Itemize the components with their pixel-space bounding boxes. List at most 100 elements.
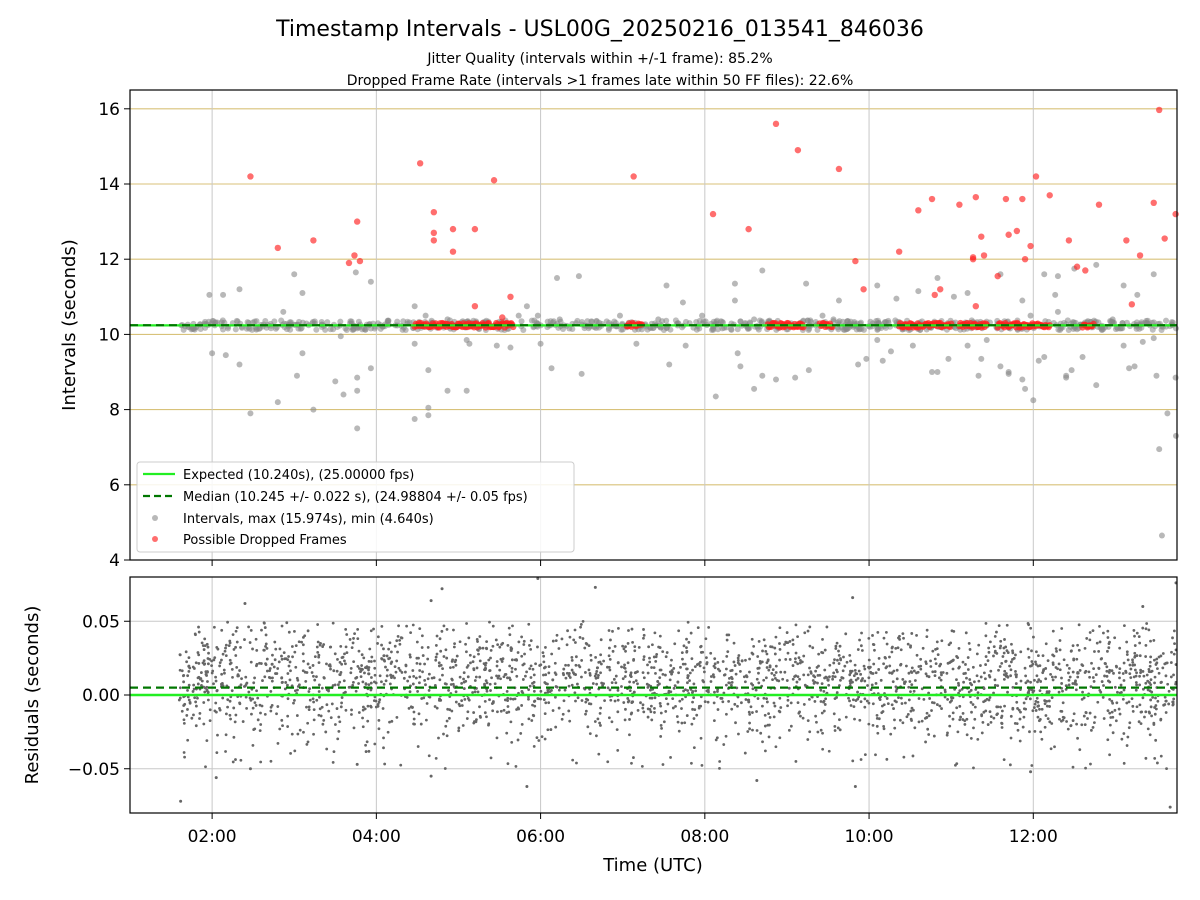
residual-point	[477, 652, 480, 656]
residual-point	[1101, 696, 1105, 699]
residual-point	[212, 625, 216, 629]
residual-point	[898, 634, 901, 638]
residual-point	[869, 670, 873, 674]
residual-point	[859, 644, 863, 648]
residual-point	[992, 691, 995, 695]
residual-point	[1125, 744, 1129, 747]
residual-point	[360, 664, 363, 667]
dropped-frame-point	[1095, 201, 1103, 208]
residual-point	[794, 623, 798, 627]
residual-point	[1118, 691, 1122, 695]
residual-point	[1138, 641, 1142, 645]
residual-point	[1003, 669, 1007, 673]
legend-median-label: Median (10.245 +/- 0.022 s), (24.98804 +…	[183, 490, 528, 505]
residual-point	[1170, 650, 1173, 654]
bottom-reference-lines	[130, 686, 1177, 697]
residual-point	[297, 640, 301, 644]
residual-point	[831, 677, 835, 681]
interval-point	[893, 295, 900, 302]
residual-point	[461, 724, 465, 727]
residual-point	[624, 649, 627, 653]
residual-point	[1159, 718, 1163, 722]
residual-point	[646, 663, 649, 667]
residual-point	[671, 697, 675, 701]
residual-point	[955, 655, 959, 658]
x-tick-label: 04:00	[352, 827, 401, 847]
residual-point	[460, 699, 464, 703]
residual-point	[1134, 688, 1138, 692]
residual-point	[205, 642, 209, 646]
residual-point	[235, 640, 239, 644]
residual-point	[773, 676, 777, 680]
interval-point	[887, 348, 894, 355]
residual-point	[1004, 645, 1008, 649]
residual-point	[1134, 681, 1138, 684]
residual-point	[817, 652, 821, 656]
residual-point	[658, 676, 662, 680]
residual-point	[536, 697, 540, 700]
residual-point	[886, 702, 890, 706]
residual-point	[520, 690, 524, 694]
residual-point	[723, 673, 727, 677]
residual-point	[599, 653, 603, 657]
residual-point	[495, 664, 499, 668]
residual-point	[254, 704, 258, 707]
residual-point	[831, 675, 835, 678]
residual-point	[933, 674, 937, 678]
top-y-tick-label: 6	[109, 476, 120, 496]
residual-point	[739, 670, 742, 673]
residual-point	[247, 690, 251, 694]
residual-point	[762, 638, 766, 642]
residual-point	[1167, 689, 1171, 693]
residual-point	[734, 721, 737, 725]
residual-point	[919, 657, 923, 661]
residual-point	[785, 631, 789, 634]
interval-point	[280, 308, 287, 315]
residual-point	[1067, 683, 1071, 687]
residual-point	[732, 641, 736, 645]
residual-point	[228, 658, 232, 662]
residual-point	[514, 658, 518, 661]
residual-point	[275, 712, 278, 716]
residual-point	[516, 706, 520, 710]
residual-point	[402, 676, 406, 680]
residual-point	[951, 711, 955, 715]
residual-point	[1010, 642, 1013, 646]
residual-point	[1164, 674, 1168, 678]
residual-point	[701, 679, 705, 682]
residual-point	[858, 638, 861, 642]
residual-point	[196, 696, 199, 700]
residual-point	[1038, 707, 1041, 711]
residual-point	[1134, 674, 1138, 678]
residual-point	[768, 665, 772, 669]
residual-point	[467, 698, 471, 702]
residual-point	[214, 675, 218, 679]
interval-point	[964, 290, 971, 297]
residual-point	[712, 675, 716, 679]
residual-point	[1133, 644, 1137, 647]
residual-point	[891, 680, 895, 684]
residual-point	[806, 738, 810, 741]
residual-point	[646, 707, 650, 711]
residual-point	[1147, 670, 1151, 674]
dropped-frame-point	[1032, 173, 1040, 180]
residual-point	[361, 708, 365, 712]
residual-point	[965, 676, 968, 680]
residual-point	[1000, 726, 1004, 729]
residual-point	[699, 651, 703, 654]
residual-point	[420, 697, 424, 700]
residual-point	[1147, 710, 1151, 714]
residual-point	[374, 681, 378, 685]
residual-point	[1067, 666, 1071, 670]
residual-point	[321, 645, 325, 648]
residual-point	[1091, 726, 1095, 729]
residual-point	[712, 719, 716, 723]
residual-point	[586, 725, 590, 729]
residual-point	[750, 682, 753, 686]
residual-point	[1036, 715, 1040, 719]
residual-point	[904, 701, 907, 705]
residual-point	[339, 645, 343, 648]
residual-point	[289, 751, 292, 755]
interval-point	[411, 340, 418, 347]
residual-point	[984, 621, 988, 625]
